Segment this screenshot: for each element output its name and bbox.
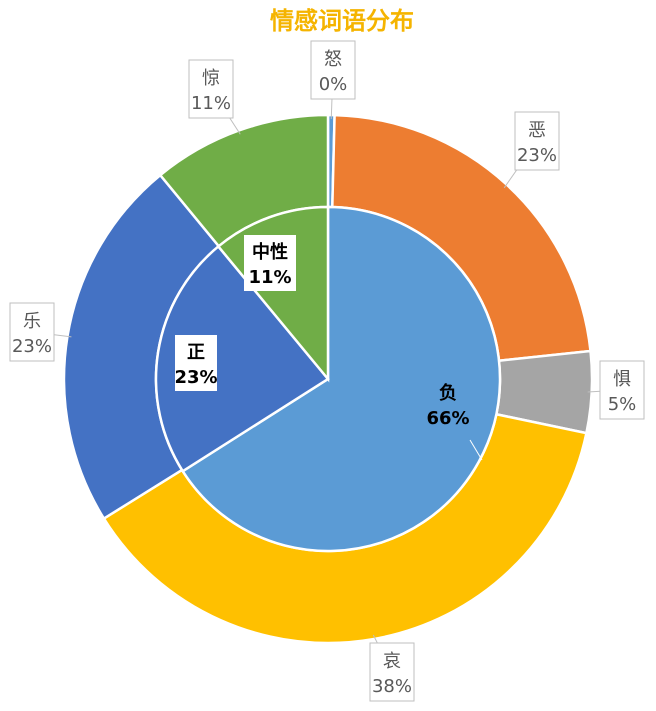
outer-label-4: 乐 23% xyxy=(9,302,55,362)
inner-label-1: 正 23% xyxy=(174,335,218,391)
outer-label-box xyxy=(188,59,234,119)
outer-label-value: 38% xyxy=(372,676,412,697)
outer-ring xyxy=(62,113,594,645)
outer-label-box xyxy=(9,302,55,362)
outer-label-box xyxy=(514,111,560,171)
inner-label-name: 负 xyxy=(439,382,457,404)
outer-label-value: 11% xyxy=(191,93,231,114)
outer-label-box xyxy=(369,642,415,702)
inner-label-0: 负 66% xyxy=(426,382,469,429)
data-labels: 怒 0% 恶 23% 惧 5% 哀 38% 乐 23% 惊 11% 负 66% 正 23% 中性 11% xyxy=(9,40,645,702)
outer-label-1: 恶 23% xyxy=(514,111,560,171)
inner-label-value: 11% xyxy=(248,267,291,288)
inner-leader-0 xyxy=(469,439,483,461)
outer-label-value: 5% xyxy=(608,394,637,415)
inner-label-name: 中性 xyxy=(252,241,288,263)
inner-label-2: 中性 11% xyxy=(244,235,296,291)
outer-label-name: 惧 xyxy=(613,369,631,390)
outer-label-name: 乐 xyxy=(23,311,41,332)
outer-label-name: 哀 xyxy=(383,651,401,672)
chart-title: 情感词语分布 xyxy=(270,7,414,35)
outer-label-box xyxy=(310,40,356,100)
outer-label-value: 0% xyxy=(319,74,348,95)
outer-label-2: 惧 5% xyxy=(599,360,645,420)
outer-label-5: 惊 11% xyxy=(188,59,234,119)
outer-label-value: 23% xyxy=(517,145,557,166)
outer-label-value: 23% xyxy=(12,336,52,357)
inner-label-box xyxy=(244,235,296,291)
inner-label-value: 66% xyxy=(426,408,469,429)
outer-label-0: 怒 0% xyxy=(310,40,356,100)
inner-slice-0 xyxy=(181,205,502,553)
outer-label-name: 惊 xyxy=(202,68,220,89)
outer-label-name: 怒 xyxy=(324,49,342,70)
inner-label-value: 23% xyxy=(174,367,217,388)
outer-label-box xyxy=(599,360,645,420)
inner-label-box xyxy=(175,335,217,391)
outer-label-3: 哀 38% xyxy=(369,642,415,702)
inner-slice-1 xyxy=(154,244,330,473)
inner-label-name: 正 xyxy=(187,342,205,363)
outer-label-name: 恶 xyxy=(528,120,546,141)
